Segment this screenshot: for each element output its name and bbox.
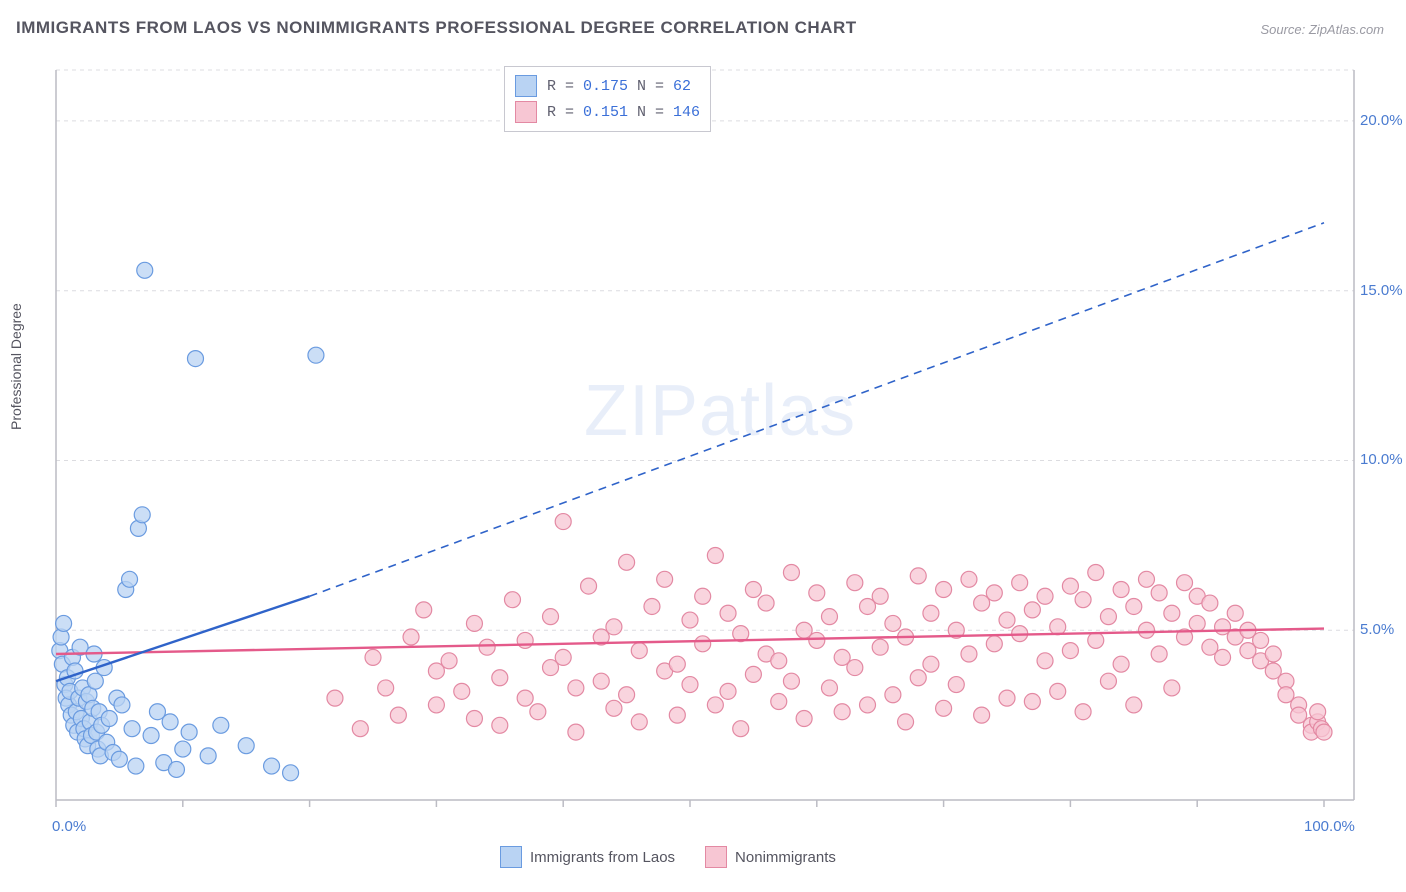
chart-area: ZIPatlas R = 0.175 N = 62 R = 0.151 N = … — [44, 60, 1364, 820]
correlation-legend: R = 0.175 N = 62 R = 0.151 N = 146 — [504, 66, 711, 132]
legend-label-nonimm: Nonimmigrants — [735, 849, 836, 866]
correlation-row-laos: R = 0.175 N = 62 — [515, 73, 700, 99]
scatter-plot-svg — [44, 60, 1364, 820]
swatch-laos — [515, 75, 537, 97]
correlation-row-nonimm: R = 0.151 N = 146 — [515, 99, 700, 125]
source-attribution: Source: ZipAtlas.com — [1260, 22, 1384, 37]
x-tick-right: 100.0% — [1304, 818, 1355, 835]
x-tick-left: 0.0% — [52, 818, 86, 835]
y-tick-label: 5.0% — [1360, 621, 1394, 638]
y-tick-label: 15.0% — [1360, 282, 1403, 299]
y-tick-label: 20.0% — [1360, 112, 1403, 129]
legend-item-laos: Immigrants from Laos — [500, 846, 675, 868]
series-legend: Immigrants from Laos Nonimmigrants — [500, 846, 836, 868]
legend-item-nonimm: Nonimmigrants — [705, 846, 836, 868]
y-tick-label: 10.0% — [1360, 451, 1403, 468]
y-axis-title: Professional Degree — [8, 303, 24, 430]
swatch-laos-icon — [500, 846, 522, 868]
swatch-nonimm-icon — [705, 846, 727, 868]
legend-label-laos: Immigrants from Laos — [530, 849, 675, 866]
swatch-nonimm — [515, 101, 537, 123]
chart-title: IMMIGRANTS FROM LAOS VS NONIMMIGRANTS PR… — [16, 18, 857, 38]
